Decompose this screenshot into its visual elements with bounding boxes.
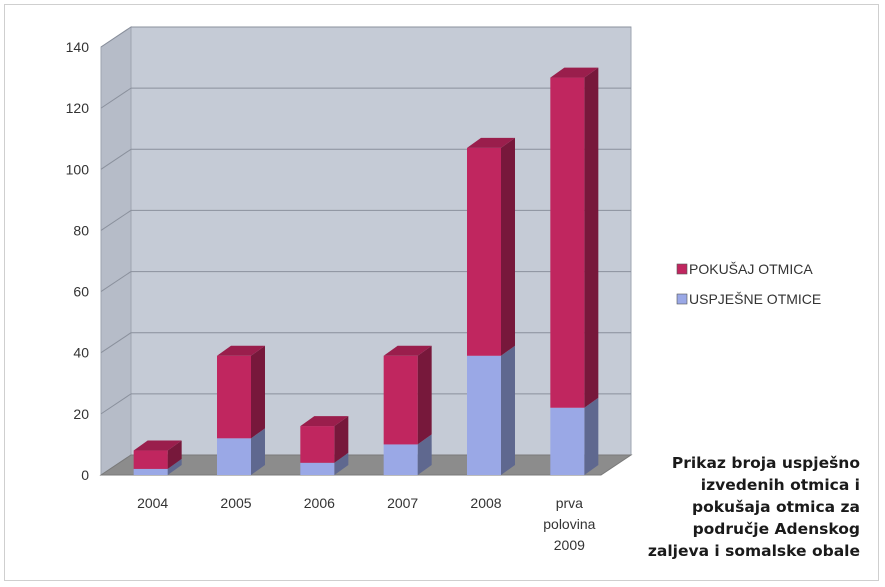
x-tick-label: 2004 bbox=[137, 495, 168, 511]
stacked-bar-chart: 0 20 40 60 80 100 120 140 2004 2005 2006 2007 2008 p… bbox=[66, 26, 821, 553]
caption-line: područje Adenskog bbox=[692, 520, 860, 538]
gridline-side bbox=[100, 26, 132, 48]
x-tick-label: 2007 bbox=[387, 495, 418, 511]
bar-side bbox=[334, 416, 349, 463]
gridline-side bbox=[100, 87, 132, 109]
bar-segment bbox=[133, 450, 168, 469]
legend: POKUŠAJ OTMICA USPJEŠNE OTMICE bbox=[676, 261, 821, 307]
y-tick-label: 120 bbox=[66, 100, 90, 116]
bar-top bbox=[550, 67, 599, 78]
gridline-side bbox=[100, 148, 132, 170]
x-tick-label: 2006 bbox=[304, 495, 335, 511]
bar-top bbox=[217, 345, 265, 356]
bar-side bbox=[501, 345, 515, 475]
bar-side bbox=[417, 434, 432, 475]
x-tick-label: 2005 bbox=[220, 495, 251, 511]
gridline-side bbox=[100, 210, 132, 231]
bar-top bbox=[467, 137, 515, 148]
bar-side bbox=[501, 137, 515, 356]
bar-segment bbox=[217, 438, 251, 475]
x-axis-ticks: 2004 2005 2006 2007 2008 prva polovina 2009 bbox=[137, 495, 596, 553]
y-tick-label: 80 bbox=[73, 222, 89, 238]
caption-line: zaljeva i somalske obale bbox=[647, 542, 860, 560]
bar-segment bbox=[300, 462, 335, 475]
bar-side bbox=[167, 458, 182, 475]
caption-line: Prikaz broja uspješno bbox=[671, 454, 860, 472]
y-tick-label: 140 bbox=[66, 39, 90, 55]
bar-segment bbox=[550, 407, 585, 475]
y-tick-label: 100 bbox=[66, 161, 90, 177]
bar-side bbox=[251, 428, 265, 475]
x-tick-label: 2009 bbox=[554, 537, 585, 553]
bar-segment bbox=[133, 468, 168, 475]
legend-label: POKUŠAJ OTMICA bbox=[689, 261, 813, 277]
x-tick-label: 2008 bbox=[470, 495, 501, 511]
legend-label: USPJEŠNE OTMICE bbox=[689, 291, 821, 307]
bar-segment bbox=[467, 147, 501, 356]
side-wall bbox=[100, 26, 132, 476]
bar-side bbox=[251, 345, 265, 439]
bar-segment bbox=[300, 426, 335, 463]
bar-top bbox=[300, 416, 349, 427]
bar-segment bbox=[383, 355, 418, 445]
bar-segment bbox=[383, 444, 418, 475]
gridline-side bbox=[100, 332, 132, 354]
y-tick-label: 60 bbox=[73, 284, 89, 300]
bar-segment bbox=[217, 355, 251, 439]
y-tick-label: 0 bbox=[81, 467, 89, 483]
gridline-side bbox=[100, 393, 132, 415]
bar-side bbox=[584, 67, 599, 408]
caption-line: pokušaja otmica za bbox=[692, 498, 860, 516]
bar-side bbox=[334, 452, 349, 475]
legend-swatch bbox=[676, 293, 688, 305]
figure-frame: 0 20 40 60 80 100 120 140 2004 2005 2006 2007 2008 p… bbox=[4, 4, 879, 581]
bar-segment bbox=[467, 355, 501, 475]
bars bbox=[133, 67, 599, 475]
chart-caption: Prikaz broja uspješno izvedenih otmica i… bbox=[600, 452, 860, 562]
gridlines bbox=[100, 26, 631, 415]
gridline-side bbox=[100, 271, 132, 292]
bar-top bbox=[133, 440, 182, 451]
bar-segment bbox=[550, 77, 585, 408]
bar-top bbox=[383, 345, 432, 356]
y-tick-label: 20 bbox=[73, 406, 89, 422]
x-tick-label: prva bbox=[556, 495, 583, 511]
caption-line: izvedenih otmica i bbox=[700, 476, 860, 494]
x-tick-label: polovina bbox=[543, 516, 595, 532]
y-tick-label: 40 bbox=[73, 345, 89, 361]
bar-side bbox=[167, 440, 182, 469]
bar-side bbox=[417, 345, 432, 445]
y-axis-ticks: 0 20 40 60 80 100 120 140 bbox=[66, 39, 90, 483]
bar-side bbox=[584, 397, 599, 475]
legend-swatch bbox=[676, 263, 688, 275]
